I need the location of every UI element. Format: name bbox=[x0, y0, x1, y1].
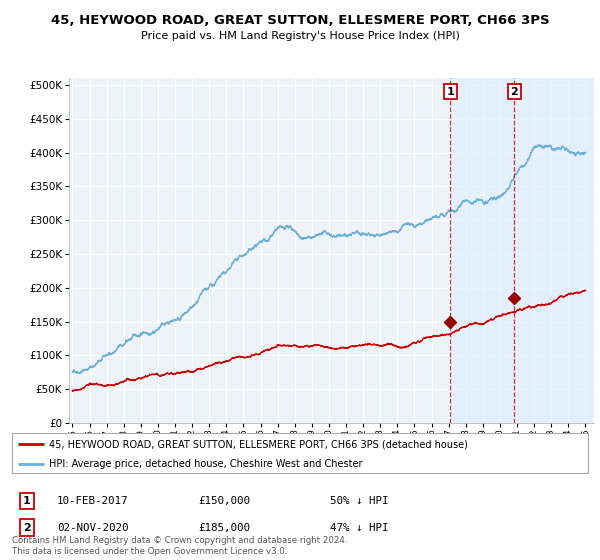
Text: 10-FEB-2017: 10-FEB-2017 bbox=[57, 496, 128, 506]
Bar bbox=[514, 78, 594, 423]
Bar bbox=[451, 78, 514, 423]
Text: 2: 2 bbox=[511, 86, 518, 96]
Text: £150,000: £150,000 bbox=[198, 496, 250, 506]
Text: 1: 1 bbox=[23, 496, 31, 506]
Text: 45, HEYWOOD ROAD, GREAT SUTTON, ELLESMERE PORT, CH66 3PS: 45, HEYWOOD ROAD, GREAT SUTTON, ELLESMER… bbox=[50, 14, 550, 27]
Text: HPI: Average price, detached house, Cheshire West and Chester: HPI: Average price, detached house, Ches… bbox=[49, 459, 363, 469]
Text: 2: 2 bbox=[23, 522, 31, 533]
Text: 45, HEYWOOD ROAD, GREAT SUTTON, ELLESMERE PORT, CH66 3PS (detached house): 45, HEYWOOD ROAD, GREAT SUTTON, ELLESMER… bbox=[49, 439, 469, 449]
Text: Contains HM Land Registry data © Crown copyright and database right 2024.
This d: Contains HM Land Registry data © Crown c… bbox=[12, 536, 347, 556]
Text: 1: 1 bbox=[446, 86, 454, 96]
Text: 02-NOV-2020: 02-NOV-2020 bbox=[57, 522, 128, 533]
Text: 50% ↓ HPI: 50% ↓ HPI bbox=[330, 496, 389, 506]
Text: Price paid vs. HM Land Registry's House Price Index (HPI): Price paid vs. HM Land Registry's House … bbox=[140, 31, 460, 41]
Text: 47% ↓ HPI: 47% ↓ HPI bbox=[330, 522, 389, 533]
Text: £185,000: £185,000 bbox=[198, 522, 250, 533]
